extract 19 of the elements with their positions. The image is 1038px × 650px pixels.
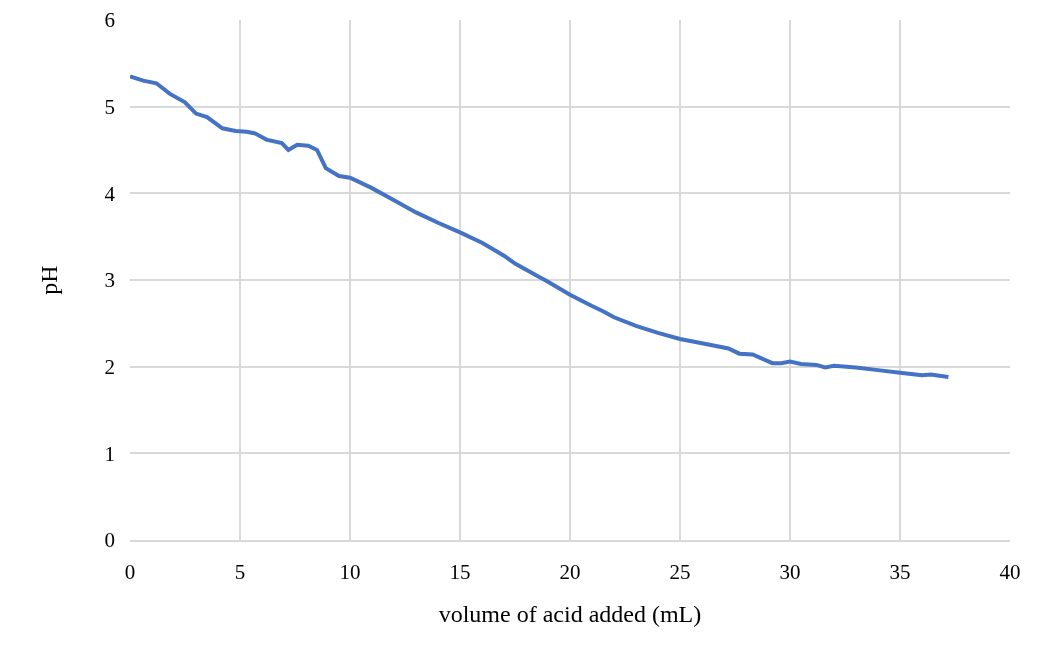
y-tick-label: 6 <box>104 8 115 33</box>
y-tick-label: 2 <box>104 355 115 380</box>
x-tick-label: 0 <box>124 560 136 585</box>
x-axis-title: volume of acid added (mL) <box>438 601 702 627</box>
x-tick-label: 10 <box>339 560 361 585</box>
y-axis-title: pH <box>35 265 62 295</box>
y-tick-label: 3 <box>104 268 115 293</box>
x-tick-label: 15 <box>449 560 471 585</box>
y-tick-label: 0 <box>104 528 115 553</box>
y-tick-label: 1 <box>104 441 115 466</box>
y-tick-label: 5 <box>104 95 115 120</box>
x-tick-label: 35 <box>889 560 911 585</box>
x-tick-label: 25 <box>669 560 691 585</box>
x-tick-label: 40 <box>999 560 1021 585</box>
x-tick-label: 20 <box>559 560 581 585</box>
x-tick-label: 5 <box>234 560 246 585</box>
y-tick-label: 4 <box>104 181 116 206</box>
line-series <box>130 74 951 380</box>
x-tick-label: 30 <box>779 560 801 585</box>
